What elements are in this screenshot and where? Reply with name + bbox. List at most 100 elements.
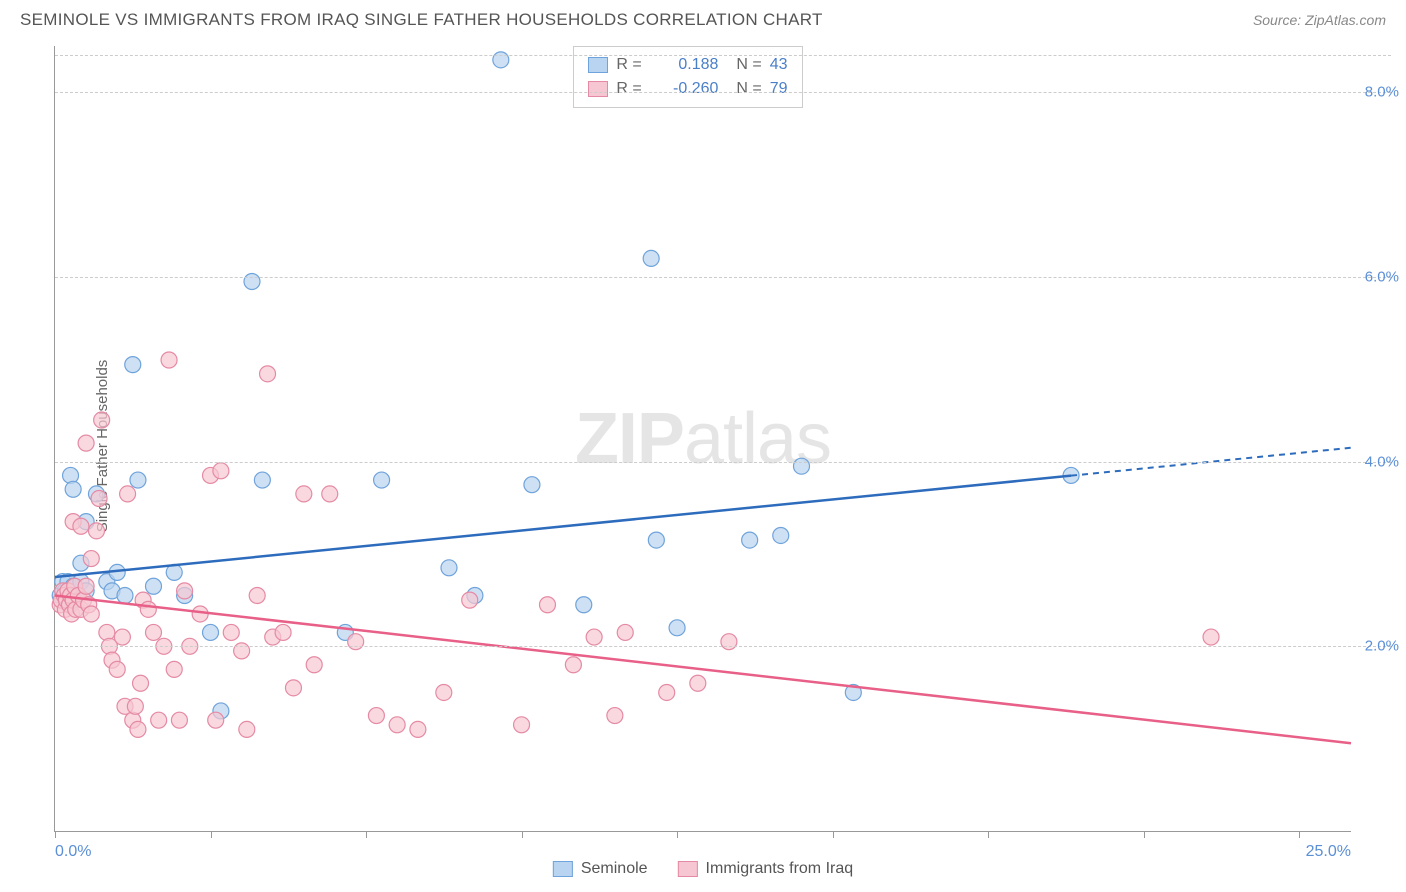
- x-tick: [833, 831, 834, 838]
- data-point: [514, 717, 530, 733]
- gridline: [55, 277, 1391, 278]
- data-point: [133, 675, 149, 691]
- x-tick: [677, 831, 678, 838]
- data-point: [120, 486, 136, 502]
- data-point: [389, 717, 405, 733]
- n-label: N =: [736, 77, 761, 101]
- data-point: [249, 588, 265, 604]
- data-point: [773, 527, 789, 543]
- data-point: [648, 532, 664, 548]
- data-point: [192, 606, 208, 622]
- data-point: [127, 698, 143, 714]
- x-tick: [522, 831, 523, 838]
- data-point: [65, 481, 81, 497]
- data-point: [203, 624, 219, 640]
- data-point: [166, 661, 182, 677]
- data-point: [524, 477, 540, 493]
- data-point: [690, 675, 706, 691]
- scatter-svg: [55, 46, 1351, 831]
- data-point: [436, 684, 452, 700]
- data-point: [539, 597, 555, 613]
- data-point: [586, 629, 602, 645]
- data-point: [223, 624, 239, 640]
- data-point: [643, 250, 659, 266]
- data-point: [742, 532, 758, 548]
- swatch-seminole: [588, 57, 608, 73]
- chart-title: SEMINOLE VS IMMIGRANTS FROM IRAQ SINGLE …: [20, 10, 823, 30]
- chart-plot-area: ZIPatlas R = 0.188 N = 43 R = -0.260 N =…: [54, 46, 1351, 832]
- gridline: [55, 646, 1391, 647]
- data-point: [239, 721, 255, 737]
- data-point: [296, 486, 312, 502]
- data-point: [208, 712, 224, 728]
- gridline: [55, 462, 1391, 463]
- x-tick: [55, 831, 56, 838]
- legend-label-iraq: Immigrants from Iraq: [706, 860, 854, 878]
- data-point: [145, 578, 161, 594]
- swatch-seminole: [553, 861, 573, 877]
- data-point: [83, 551, 99, 567]
- data-point: [576, 597, 592, 613]
- y-tick-label: 2.0%: [1365, 638, 1399, 655]
- data-point: [125, 357, 141, 373]
- legend-item-iraq: Immigrants from Iraq: [678, 860, 854, 878]
- x-tick: [1144, 831, 1145, 838]
- data-point: [63, 467, 79, 483]
- data-point: [78, 578, 94, 594]
- data-point: [91, 491, 107, 507]
- data-point: [441, 560, 457, 576]
- data-point: [145, 624, 161, 640]
- data-point: [78, 435, 94, 451]
- data-point: [99, 624, 115, 640]
- trend-line: [55, 596, 1351, 744]
- n-value-iraq: 79: [770, 77, 788, 101]
- x-tick: [1299, 831, 1300, 838]
- r-value-seminole: 0.188: [658, 53, 718, 77]
- y-tick-label: 8.0%: [1365, 84, 1399, 101]
- x-tick: [211, 831, 212, 838]
- series-legend: Seminole Immigrants from Iraq: [553, 860, 853, 878]
- data-point: [260, 366, 276, 382]
- data-point: [275, 624, 291, 640]
- data-point: [617, 624, 633, 640]
- swatch-iraq: [588, 81, 608, 97]
- data-point: [462, 592, 478, 608]
- x-tick: [988, 831, 989, 838]
- legend-label-seminole: Seminole: [581, 860, 648, 878]
- data-point: [114, 629, 130, 645]
- data-point: [213, 463, 229, 479]
- r-label: R =: [616, 53, 650, 77]
- data-point: [88, 523, 104, 539]
- data-point: [94, 412, 110, 428]
- data-point: [140, 601, 156, 617]
- data-point: [1203, 629, 1219, 645]
- data-point: [254, 472, 270, 488]
- data-point: [117, 588, 133, 604]
- legend-item-seminole: Seminole: [553, 860, 648, 878]
- gridline: [55, 92, 1391, 93]
- y-tick-label: 4.0%: [1365, 453, 1399, 470]
- data-point: [161, 352, 177, 368]
- data-point: [607, 708, 623, 724]
- chart-source: Source: ZipAtlas.com: [1253, 12, 1386, 28]
- data-point: [151, 712, 167, 728]
- data-point: [368, 708, 384, 724]
- swatch-iraq: [678, 861, 698, 877]
- data-point: [130, 721, 146, 737]
- gridline: [55, 55, 1391, 56]
- data-point: [83, 606, 99, 622]
- data-point: [410, 721, 426, 737]
- data-point: [109, 661, 125, 677]
- data-point: [659, 684, 675, 700]
- x-tick-label: 0.0%: [55, 843, 91, 861]
- data-point: [565, 657, 581, 673]
- data-point: [285, 680, 301, 696]
- data-point: [177, 583, 193, 599]
- data-point: [171, 712, 187, 728]
- y-tick-label: 6.0%: [1365, 268, 1399, 285]
- data-point: [669, 620, 685, 636]
- n-label: N =: [736, 53, 761, 77]
- data-point: [374, 472, 390, 488]
- data-point: [306, 657, 322, 673]
- x-tick-label: 25.0%: [1306, 843, 1351, 861]
